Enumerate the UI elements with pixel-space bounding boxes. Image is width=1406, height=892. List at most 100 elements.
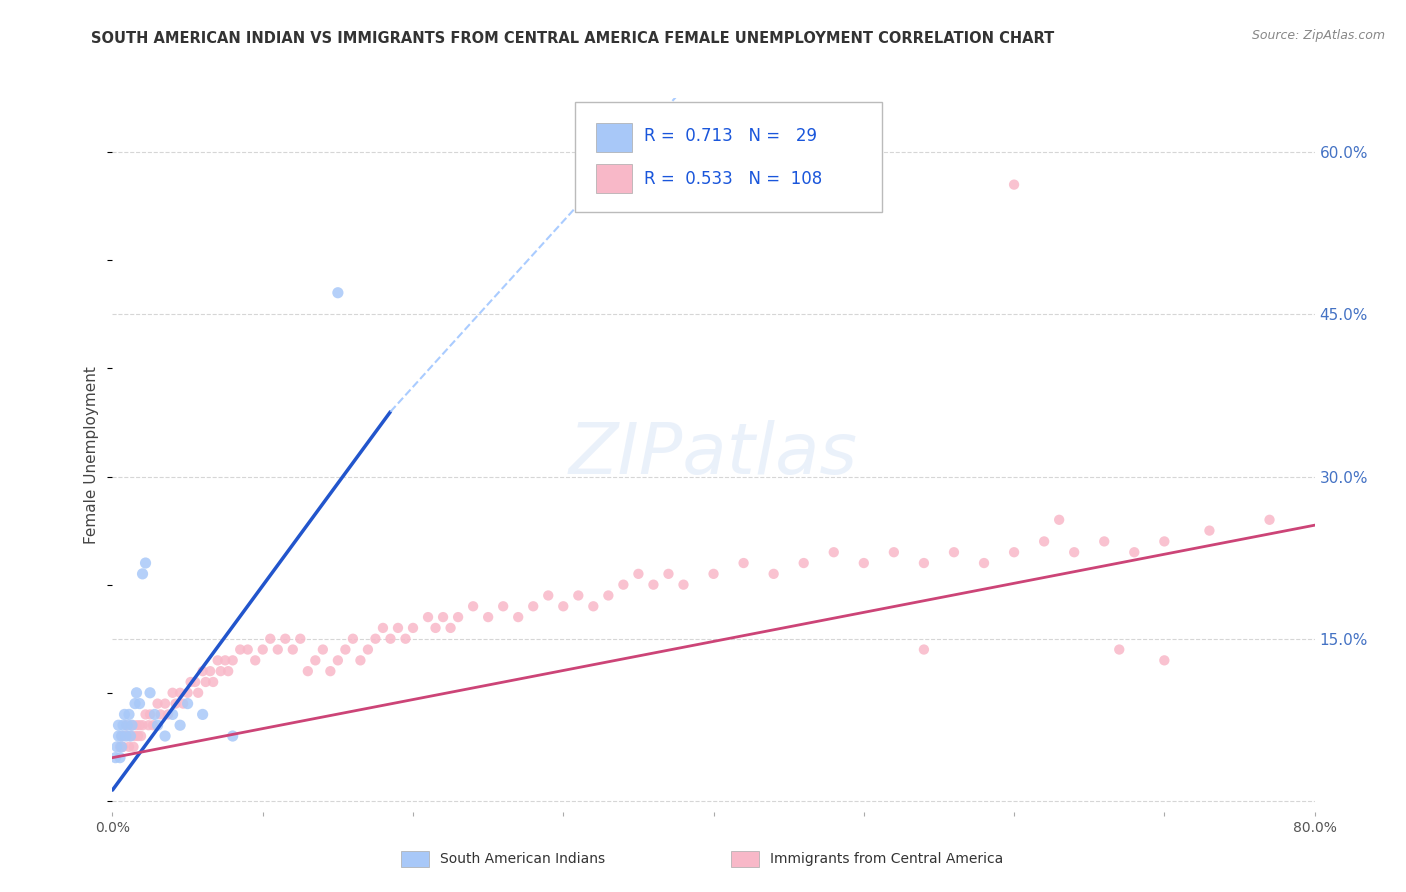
- Point: [477, 610, 499, 624]
- Point: [1092, 534, 1115, 549]
- Point: [184, 675, 207, 690]
- Bar: [596, 123, 631, 152]
- Point: [582, 599, 605, 614]
- Point: [380, 632, 402, 646]
- Point: [108, 750, 131, 764]
- Point: [1153, 653, 1175, 667]
- Point: [198, 664, 221, 678]
- Text: R =  0.713   N =   29: R = 0.713 N = 29: [644, 127, 817, 145]
- Bar: [596, 164, 631, 193]
- Point: [439, 621, 461, 635]
- Point: [115, 729, 138, 743]
- Point: [104, 750, 127, 764]
- Point: [304, 653, 326, 667]
- Point: [1153, 534, 1175, 549]
- Point: [121, 718, 143, 732]
- Point: [114, 729, 136, 743]
- Point: [222, 653, 245, 667]
- Point: [912, 556, 935, 570]
- Point: [172, 697, 194, 711]
- Point: [627, 566, 650, 581]
- Point: [1198, 524, 1220, 538]
- Point: [290, 632, 312, 646]
- Point: [349, 653, 371, 667]
- Point: [139, 707, 162, 722]
- Point: [157, 707, 180, 722]
- Point: [139, 686, 162, 700]
- Point: [1123, 545, 1146, 559]
- Point: [973, 556, 995, 570]
- Point: [1258, 513, 1281, 527]
- Point: [522, 599, 544, 614]
- Point: [117, 729, 139, 743]
- Point: [202, 675, 225, 690]
- Point: [508, 610, 530, 624]
- Point: [364, 632, 387, 646]
- Point: [187, 686, 209, 700]
- Point: [146, 697, 169, 711]
- Point: [142, 718, 165, 732]
- Point: [131, 566, 153, 581]
- Point: [125, 718, 148, 732]
- Point: [432, 610, 454, 624]
- Point: [702, 566, 725, 581]
- Point: [108, 739, 131, 754]
- Point: [567, 589, 589, 603]
- Point: [122, 739, 145, 754]
- Point: [146, 718, 169, 732]
- Point: [176, 697, 198, 711]
- Point: [209, 664, 232, 678]
- Point: [274, 632, 297, 646]
- Point: [191, 664, 214, 678]
- Point: [120, 729, 142, 743]
- Point: [128, 697, 150, 711]
- Point: [267, 642, 290, 657]
- Point: [852, 556, 875, 570]
- Point: [598, 589, 620, 603]
- Point: [912, 642, 935, 657]
- Point: [180, 675, 202, 690]
- Point: [342, 632, 364, 646]
- Text: South American Indians: South American Indians: [440, 852, 605, 866]
- Point: [169, 718, 191, 732]
- Point: [371, 621, 394, 635]
- Point: [326, 653, 349, 667]
- Point: [461, 599, 484, 614]
- Point: [492, 599, 515, 614]
- Point: [121, 718, 143, 732]
- Point: [657, 566, 679, 581]
- Point: [1002, 545, 1025, 559]
- Point: [217, 664, 239, 678]
- Point: [1033, 534, 1056, 549]
- Point: [319, 664, 342, 678]
- Point: [127, 729, 149, 743]
- Point: [169, 686, 191, 700]
- Point: [823, 545, 845, 559]
- Point: [883, 545, 905, 559]
- Point: [1047, 513, 1070, 527]
- Point: [135, 556, 157, 570]
- Point: [115, 718, 138, 732]
- Point: [326, 285, 349, 300]
- Point: [394, 632, 416, 646]
- Text: ZIPatlas: ZIPatlas: [569, 420, 858, 490]
- Point: [135, 707, 157, 722]
- Text: SOUTH AMERICAN INDIAN VS IMMIGRANTS FROM CENTRAL AMERICA FEMALE UNEMPLOYMENT COR: SOUTH AMERICAN INDIAN VS IMMIGRANTS FROM…: [91, 31, 1055, 46]
- Point: [131, 718, 153, 732]
- Point: [194, 675, 217, 690]
- Point: [207, 653, 229, 667]
- Point: [153, 697, 176, 711]
- Point: [537, 589, 560, 603]
- Point: [111, 739, 134, 754]
- Point: [733, 556, 755, 570]
- Point: [153, 729, 176, 743]
- Point: [245, 653, 267, 667]
- Point: [762, 566, 785, 581]
- Point: [402, 621, 425, 635]
- Point: [214, 653, 236, 667]
- Point: [281, 642, 304, 657]
- Point: [117, 718, 139, 732]
- Point: [107, 729, 129, 743]
- Point: [942, 545, 965, 559]
- Point: [120, 729, 142, 743]
